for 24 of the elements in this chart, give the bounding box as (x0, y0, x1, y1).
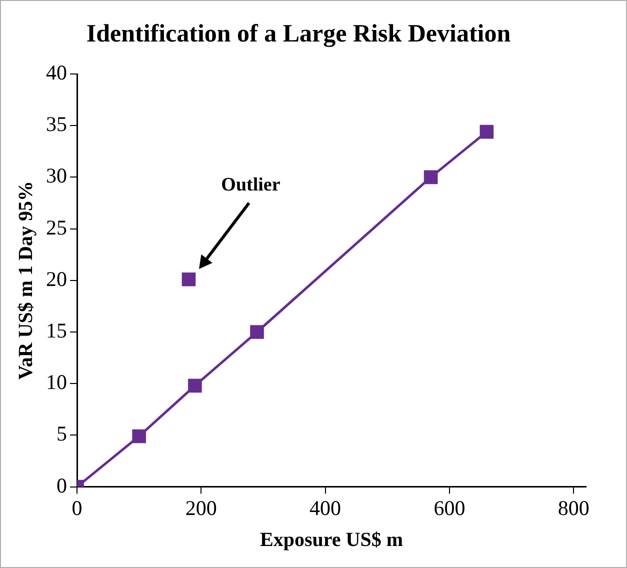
y-axis-title: VaR US$ m 1 Day 95% (15, 181, 38, 380)
y-tick-label: 15 (46, 318, 67, 343)
x-tick-label: 800 (558, 496, 590, 520)
y-tick-label: 20 (46, 266, 67, 291)
point (480, 124, 494, 139)
y-tick-label: 40 (46, 60, 67, 85)
x-axis-title: Exposure US$ m (260, 529, 404, 552)
x-tick-label: 0 (72, 496, 82, 520)
y-tick-label: 25 (46, 215, 67, 240)
x-tick-label: 600 (434, 496, 466, 520)
point (182, 272, 196, 286)
y-tick-label: 30 (46, 164, 67, 188)
annotation: Outlier (221, 174, 281, 196)
point (424, 170, 438, 184)
y-tick-label: 35 (46, 112, 67, 136)
chart-title: Identification of a Large Risk Deviation (86, 20, 511, 48)
point (188, 378, 202, 393)
y-tick-label: 0 (56, 473, 67, 498)
x-tick-label: 200 (185, 496, 217, 520)
y-tick-label: 10 (46, 370, 67, 394)
point (250, 325, 264, 339)
y-tick-label: 5 (56, 422, 67, 446)
point (132, 429, 146, 444)
x-tick-label: 400 (310, 496, 342, 520)
